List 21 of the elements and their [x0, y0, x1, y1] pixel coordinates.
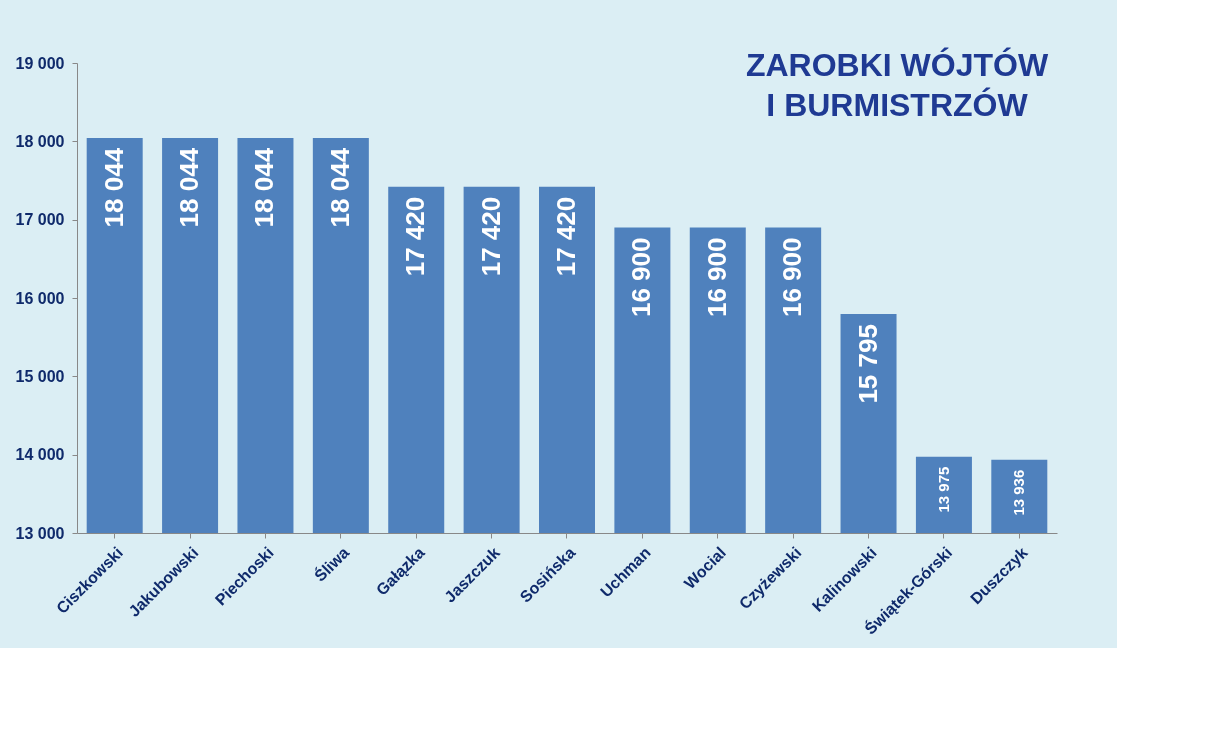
data-label: 17 420 [400, 196, 431, 277]
y-tick-label: 19 000 [15, 54, 65, 72]
data-label: 18 044 [174, 147, 205, 228]
y-tick-label: 14 000 [15, 446, 65, 464]
data-label: 13 975 [934, 466, 952, 513]
data-label: 16 900 [701, 237, 732, 318]
data-label: 13 936 [1010, 469, 1028, 516]
data-label: 17 420 [551, 196, 581, 277]
data-label: 15 795 [852, 324, 883, 404]
data-label: 18 044 [98, 147, 129, 228]
data-label: 17 420 [475, 196, 506, 277]
y-tick-label: 15 000 [15, 367, 65, 385]
y-tick-label: 13 000 [15, 524, 65, 542]
data-label: 18 044 [324, 147, 355, 228]
data-label: 16 900 [626, 237, 657, 318]
chart-title: ZAROBKI WÓJTÓW I BURMISTRZÓW [745, 47, 1049, 123]
y-tick-label: 18 000 [15, 132, 65, 150]
y-tick-label: 17 000 [15, 211, 65, 229]
data-label: 18 044 [249, 147, 280, 228]
y-tick-label: 16 000 [15, 289, 65, 307]
data-label: 16 900 [777, 237, 808, 318]
